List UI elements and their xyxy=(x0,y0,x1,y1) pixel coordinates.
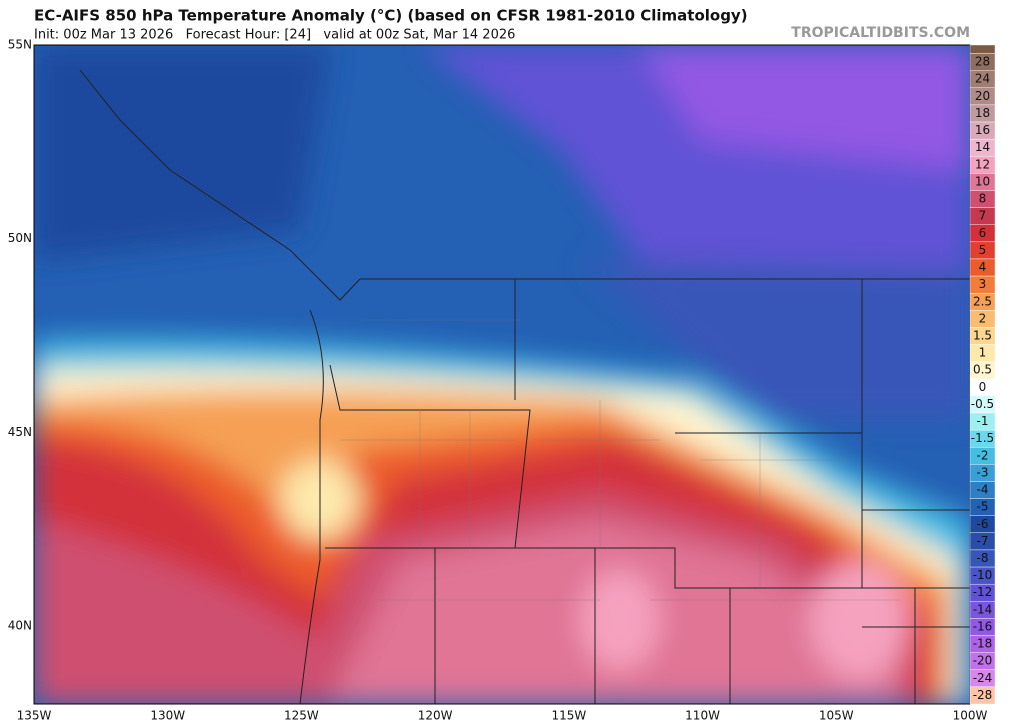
subtitle: Init: 00z Mar 13 2026 Forecast Hour: [24… xyxy=(34,28,515,43)
lon-label: 115W xyxy=(551,709,586,723)
lon-label: 120W xyxy=(418,709,453,723)
site-name: TROPICALTIDBITS.COM xyxy=(791,25,970,41)
lon-label: 105W xyxy=(819,709,854,723)
map-field xyxy=(34,45,970,704)
colorbar-label: 16 xyxy=(975,123,990,137)
colorbar-label: 0 xyxy=(979,380,987,394)
colorbar-label: -8 xyxy=(977,551,989,565)
lat-label: 40N xyxy=(8,619,32,633)
colorbar-label: 2.5 xyxy=(973,294,992,308)
colorbar-label: 18 xyxy=(975,106,990,120)
colorbar-swatch xyxy=(969,44,996,54)
colorbar-swatch xyxy=(969,686,996,705)
colorbar-label: 7 xyxy=(979,209,987,223)
colorbar-label: -12 xyxy=(973,585,993,599)
colorbar-label: 28 xyxy=(975,55,990,69)
colorbar-label: 2 xyxy=(979,311,987,325)
colorbar-label: 12 xyxy=(975,157,990,171)
colorbar-label: -5 xyxy=(977,500,989,514)
colorbar-label: 14 xyxy=(975,140,990,154)
colorbar-label: -6 xyxy=(977,517,989,531)
colorbar-label: 5 xyxy=(979,243,987,257)
colorbar-label: -18 xyxy=(973,637,993,651)
lat-label: 45N xyxy=(8,425,32,439)
colorbar-label: 0.5 xyxy=(973,363,992,377)
lon-label: 135W xyxy=(17,709,52,723)
colorbar-label: 4 xyxy=(979,260,987,274)
colorbar-label: 1.5 xyxy=(973,328,992,342)
lon-label: 100W xyxy=(953,709,988,723)
colorbar-label: -10 xyxy=(973,568,993,582)
colorbar-label: -16 xyxy=(973,619,993,633)
colorbar-label: 20 xyxy=(975,89,990,103)
lon-label: 125W xyxy=(284,709,319,723)
colorbar-label: -7 xyxy=(977,534,989,548)
lat-label: 55N xyxy=(8,38,32,52)
colorbar-label: -28 xyxy=(973,688,993,702)
colorbar-label: -2 xyxy=(977,448,989,462)
colorbar-label: -1.5 xyxy=(971,431,994,445)
colorbar-label: -24 xyxy=(973,671,993,685)
lon-label: 110W xyxy=(685,709,720,723)
title: EC-AIFS 850 hPa Temperature Anomaly (°C)… xyxy=(34,7,748,25)
colorbar-label: 10 xyxy=(975,174,990,188)
lon-label: 130W xyxy=(150,709,185,723)
colorbar-label: 8 xyxy=(979,192,987,206)
colorbar-label: -0.5 xyxy=(971,397,994,411)
colorbar-label: -14 xyxy=(973,602,993,616)
colorbar-label: 3 xyxy=(979,277,987,291)
colorbar-label: -4 xyxy=(977,483,989,497)
lat-label: 50N xyxy=(8,231,32,245)
colorbar-label: -3 xyxy=(977,465,989,479)
colorbar-label: -1 xyxy=(977,414,989,428)
colorbar-label: 1 xyxy=(979,346,987,360)
colorbar-label: -20 xyxy=(973,654,993,668)
colorbar-label: 24 xyxy=(975,72,990,86)
colorbar-label: 6 xyxy=(979,226,987,240)
